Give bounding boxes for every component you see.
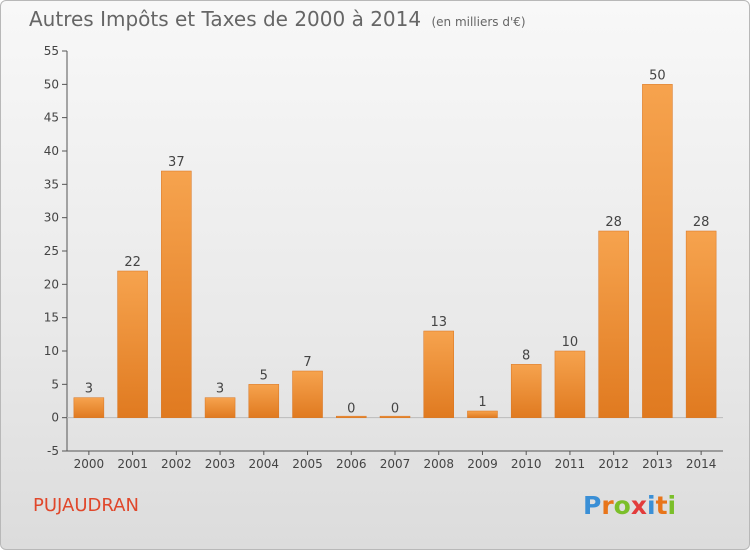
y-tick-label: -5 <box>47 444 59 458</box>
bar-value-label: 7 <box>303 355 311 370</box>
y-tick-label: 55 <box>44 44 59 58</box>
x-tick-label: 2013 <box>642 457 673 471</box>
x-tick-label: 2000 <box>74 457 105 471</box>
x-tick-label: 2009 <box>467 457 498 471</box>
bar-2002 <box>161 170 192 418</box>
x-tick-label: 2004 <box>249 457 280 471</box>
chart-title-text: Autres Impôts et Taxes de 2000 à 2014 <box>29 7 422 31</box>
bar-2010 <box>510 364 542 418</box>
y-tick-label: 45 <box>44 111 59 125</box>
x-tick-label: 2011 <box>555 457 586 471</box>
bar-value-label: 28 <box>605 215 622 230</box>
bar-2009 <box>467 410 498 418</box>
commune-name: PUJAUDRAN <box>33 495 139 516</box>
x-tick-label: 2012 <box>598 457 629 471</box>
x-tick-label: 2014 <box>686 457 717 471</box>
logo-letter: o <box>613 491 631 520</box>
bar-value-label: 3 <box>216 382 224 397</box>
y-tick-label: 40 <box>44 144 59 158</box>
logo-letter: r <box>601 491 614 520</box>
bar-2008 <box>423 330 454 418</box>
logo-letter: x <box>630 491 647 520</box>
bar-2004 <box>248 384 280 418</box>
bar-value-label: 28 <box>693 215 710 230</box>
bar-2001 <box>117 270 148 418</box>
x-tick-label: 2002 <box>161 457 192 471</box>
bar-value-label: 3 <box>85 382 93 397</box>
bar-2006 <box>336 415 367 418</box>
bar-value-label: 50 <box>649 68 666 83</box>
bar-value-label: 37 <box>168 155 185 170</box>
y-tick-label: 20 <box>44 277 59 291</box>
bar-2013 <box>642 84 673 418</box>
x-tick-label: 2008 <box>423 457 454 471</box>
bar-2000 <box>73 397 105 418</box>
logo-letter: P <box>583 491 602 520</box>
x-tick-label: 2001 <box>117 457 148 471</box>
bar-2011 <box>554 350 586 418</box>
bar-value-label: 5 <box>260 368 268 383</box>
bar-value-label: 13 <box>430 315 447 330</box>
x-tick-label: 2003 <box>205 457 236 471</box>
y-tick-label: 35 <box>44 177 59 191</box>
bar-2005 <box>292 370 323 418</box>
logo-letter: i <box>667 491 677 520</box>
bar-value-label: 8 <box>522 348 530 363</box>
bar-value-label: 22 <box>124 255 141 270</box>
x-tick-label: 2005 <box>292 457 323 471</box>
y-tick-label: 5 <box>51 377 59 391</box>
y-tick-label: 50 <box>44 77 59 91</box>
logo-letter: i <box>647 491 656 520</box>
y-tick-label: 10 <box>44 344 59 358</box>
x-tick-label: 2010 <box>511 457 542 471</box>
bar-value-label: 0 <box>347 402 355 417</box>
bar-value-label: 0 <box>391 402 399 417</box>
logo-letter: t <box>655 491 668 520</box>
y-tick-label: 25 <box>44 244 59 258</box>
bar-2012 <box>598 230 629 418</box>
bar-2003 <box>204 397 236 418</box>
y-tick-label: 30 <box>44 211 59 225</box>
chart-unit: (en milliers d'€) <box>431 15 526 29</box>
bar-value-label: 1 <box>478 395 486 410</box>
chart-title: Autres Impôts et Taxes de 2000 à 2014 (e… <box>29 7 526 31</box>
x-tick-label: 2007 <box>380 457 411 471</box>
y-tick-label: 0 <box>51 411 59 425</box>
bar-2014 <box>685 230 717 418</box>
bar-2007 <box>379 415 411 418</box>
y-tick-label: 15 <box>44 311 59 325</box>
bar-value-label: 10 <box>562 335 579 350</box>
x-tick-label: 2006 <box>336 457 367 471</box>
